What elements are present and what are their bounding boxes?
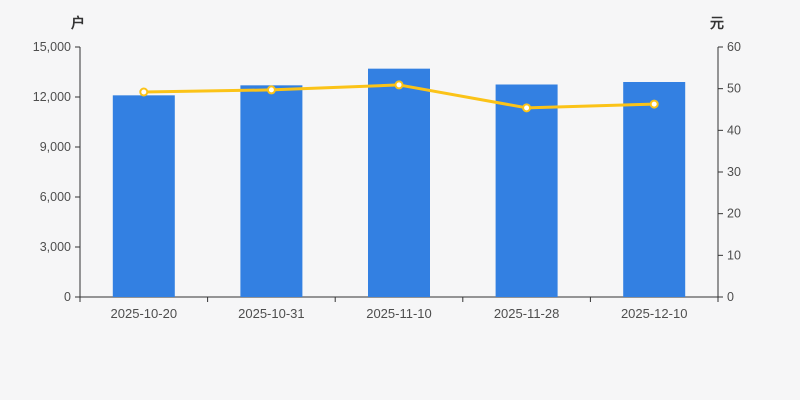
left-axis-unit-label: 户 [71,15,85,31]
bar-series [112,68,686,298]
right-axis-tick-label: 50 [727,82,741,96]
right-axis-unit-label: 元 [710,15,724,31]
axes: 0 3,000 6,000 9,000 12,000 15,000 0 10 20 30 40 50 6… [33,40,741,321]
bar[interactable] [112,95,175,297]
right-axis-tick-label: 20 [727,207,741,221]
right-axis-tick-label: 60 [727,40,741,54]
left-axis-tick-label: 3,000 [40,240,71,254]
line-point-marker[interactable] [266,85,276,95]
bar[interactable] [368,68,430,298]
right-axis-tick-label: 40 [727,123,741,137]
line-point-marker[interactable] [394,80,404,90]
bar[interactable] [240,85,303,297]
right-axis-tick-label: 0 [727,290,734,304]
bar[interactable] [495,84,558,298]
line-series [139,80,659,113]
x-axis-category-label: 2025-12-10 [621,306,688,321]
right-axis-tick-label: 30 [727,165,741,179]
x-axis-category-label: 2025-10-31 [238,306,305,321]
x-axis-category-label: 2025-11-28 [494,306,560,321]
right-axis-tick-label: 10 [727,248,741,262]
left-axis-tick-label: 12,000 [33,90,71,104]
x-axis-category-label: 2025-11-10 [366,306,432,321]
line-point-marker[interactable] [649,99,659,109]
left-axis-tick-label: 0 [64,290,71,304]
left-axis-tick-label: 9,000 [40,140,71,154]
line-point-marker[interactable] [522,103,532,113]
bar[interactable] [623,82,686,297]
left-axis-tick-label: 6,000 [40,190,71,204]
line-point-marker[interactable] [139,87,149,97]
x-axis-category-label: 2025-10-20 [111,306,178,321]
left-axis-tick-label: 15,000 [33,40,71,54]
